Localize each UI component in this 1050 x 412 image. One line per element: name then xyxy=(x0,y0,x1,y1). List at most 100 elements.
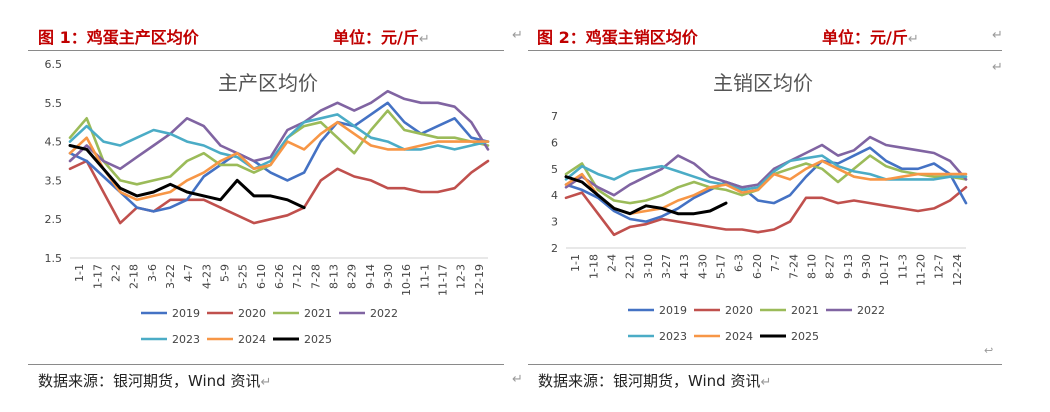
left-legend-label-2020: 2020 xyxy=(238,307,266,320)
left-unit-text: 单位：元/斤 xyxy=(333,28,419,47)
left-x-tick-label: 1-1 xyxy=(73,264,86,282)
right-x-tick-label: 7-24 xyxy=(787,254,800,279)
left-x-tick-label: 1-17 xyxy=(91,264,104,289)
mid-enter-mark-bottom: ↵ xyxy=(512,372,523,387)
left-x-tick-label: 2-18 xyxy=(128,264,141,289)
right-bottom-rule xyxy=(528,364,1002,365)
right-small-mark: ↩ xyxy=(984,344,994,357)
left-x-tick-label: 7-12 xyxy=(291,264,304,289)
left-series-line-2025 xyxy=(68,144,306,210)
left-x-tick-label: 11-1 xyxy=(418,264,431,289)
left-y-tick-label: 2.5 xyxy=(45,213,63,226)
left-y-tick-label: 5.5 xyxy=(45,97,63,110)
left-series-line-2024 xyxy=(68,120,490,202)
left-x-tick-label: 11-17 xyxy=(437,264,450,296)
right-x-tick-label: 2-4 xyxy=(605,254,618,272)
right-x-tick-label: 8-10 xyxy=(805,254,818,279)
left-legend-label-2025: 2025 xyxy=(304,333,332,346)
right-series-line-2020 xyxy=(564,186,968,237)
left-x-tick-label: 4-23 xyxy=(200,264,213,289)
right-y-tick-label: 5 xyxy=(551,163,558,176)
right-y-tick-label: 6 xyxy=(551,136,558,149)
left-x-tick-label: 9-14 xyxy=(364,264,377,289)
right-figure-title: 图 2：鸡蛋主销区均价 xyxy=(537,28,698,47)
left-legend-label-2021: 2021 xyxy=(304,307,332,320)
right-chart: 主销区均价 7 6 5 4 3 2 1-1 1-18 2-4 2-21 3-10 3-27 4-13 4-3… xyxy=(551,71,968,343)
left-unit-label: 单位：元/斤↵ xyxy=(333,24,430,48)
right-legend-label-2019: 2019 xyxy=(659,304,687,317)
left-legend-label-2022: 2022 xyxy=(370,307,398,320)
right-x-tick-label: 9-30 xyxy=(860,254,873,279)
right-series-line-2025 xyxy=(564,175,728,216)
right-chart-title: 主销区均价 xyxy=(713,71,813,95)
right-x-tick-label: 3-10 xyxy=(642,254,655,279)
left-x-tick-label: 4-7 xyxy=(182,264,195,282)
right-y-tick-label: 3 xyxy=(551,216,558,229)
right-legend-label-2021: 2021 xyxy=(791,304,819,317)
left-x-tick-label: 6-26 xyxy=(273,264,286,289)
left-source: 数据来源：银河期货，Wind 资讯↵ xyxy=(38,370,271,391)
left-legend-label-2019: 2019 xyxy=(172,307,200,320)
right-x-tick-label: 10-17 xyxy=(878,254,891,286)
right-y-tick-label: 4 xyxy=(551,189,558,202)
right-source: 数据来源：银河期货，Wind 资讯↵ xyxy=(538,370,771,391)
right-x-tick-label: 11-20 xyxy=(915,254,928,286)
right-x-tick-label: 9-13 xyxy=(842,254,855,279)
right-source-para-mark: ↵ xyxy=(760,375,772,390)
right-x-tick-label: 1-1 xyxy=(569,254,582,272)
right-legend-label-2025: 2025 xyxy=(791,330,819,343)
right-x-tick-label: 4-30 xyxy=(696,254,709,279)
right-y-tick-label: 2 xyxy=(551,242,558,255)
left-x-tick-label: 7-28 xyxy=(309,264,322,289)
right-series-line-2019 xyxy=(564,146,968,223)
right-x-tick-label: 3-27 xyxy=(660,254,673,279)
left-series-line-2022 xyxy=(68,89,490,171)
right-top-rule xyxy=(528,50,1002,51)
left-x-tick-label: 5-9 xyxy=(218,264,231,282)
right-x-tick-label: 7-7 xyxy=(769,254,782,272)
left-x-tick-label: 6-10 xyxy=(255,264,268,289)
right-unit-text: 单位：元/斤 xyxy=(822,28,908,47)
right-y-tick-label: 7 xyxy=(551,110,558,123)
right-x-tick-label: 11-3 xyxy=(896,254,909,279)
right-x-tick-label: 6-20 xyxy=(751,254,764,279)
left-x-tick-label: 9-30 xyxy=(382,264,395,289)
left-x-tick-label: 3-6 xyxy=(146,264,159,282)
right-x-tick-label: 2-21 xyxy=(624,254,637,279)
left-chart-title: 主产区均价 xyxy=(218,71,318,95)
left-chart: 主产区均价 6.5 5.5 4.5 3.5 2.5 1.5 1-1 1-17 2-2 2-18 3-6… xyxy=(45,58,490,346)
left-x-tick-label: 5-25 xyxy=(237,264,250,289)
right-legend-label-2020: 2020 xyxy=(725,304,753,317)
left-x-tick-label: 2-2 xyxy=(109,264,122,282)
right-x-tick-label: 12-24 xyxy=(951,254,964,286)
left-y-tick-label: 1.5 xyxy=(45,252,63,265)
right-enter-mark-2: ↵ xyxy=(992,60,1003,75)
right-x-tick-label: 1-18 xyxy=(587,254,600,279)
right-legend-label-2022: 2022 xyxy=(857,304,885,317)
left-x-tick-label: 12-19 xyxy=(473,264,486,296)
right-x-tick-label: 4-13 xyxy=(678,254,691,279)
left-x-tick-label: 12-3 xyxy=(455,264,468,289)
left-x-tick-label: 10-16 xyxy=(400,264,413,296)
right-enter-mark-1: ↵ xyxy=(992,28,1003,43)
right-x-tick-label: 5-17 xyxy=(715,254,728,279)
left-figure-title: 图 1：鸡蛋主产区均价 xyxy=(38,28,199,47)
left-series-line-2020 xyxy=(68,159,490,225)
right-x-tick-label: 6-3 xyxy=(733,254,746,272)
left-y-tick-label: 4.5 xyxy=(45,136,63,149)
left-top-rule xyxy=(28,50,504,51)
right-legend-label-2024: 2024 xyxy=(725,330,753,343)
left-unit-para-mark: ↵ xyxy=(418,32,430,47)
right-series-line-2022 xyxy=(564,135,968,197)
right-x-tick-label: 8-27 xyxy=(824,254,837,279)
left-source-para-mark: ↵ xyxy=(260,375,272,390)
left-legend-label-2023: 2023 xyxy=(172,333,200,346)
left-x-tick-label: 8-13 xyxy=(328,264,341,289)
right-series-line-2023 xyxy=(564,154,968,192)
left-series-line-2023 xyxy=(68,113,490,171)
left-x-tick-label: 8-29 xyxy=(346,264,359,289)
right-source-text: 数据来源：银河期货，Wind 资讯 xyxy=(538,372,761,390)
left-bottom-rule xyxy=(28,364,504,365)
left-x-tick-label: 3-22 xyxy=(164,264,177,289)
right-legend-label-2023: 2023 xyxy=(659,330,687,343)
